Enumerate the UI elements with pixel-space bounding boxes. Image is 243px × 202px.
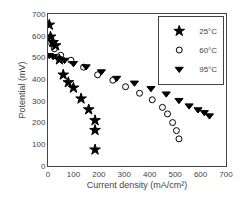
svg-text:200: 200	[92, 170, 106, 179]
svg-text:60°C: 60°C	[199, 46, 217, 55]
svg-text:400: 400	[32, 75, 46, 84]
svg-text:400: 400	[143, 170, 157, 179]
svg-text:700: 700	[219, 170, 233, 179]
svg-text:500: 500	[32, 53, 46, 62]
svg-text:0: 0	[41, 162, 46, 171]
svg-text:25°C: 25°C	[199, 27, 217, 36]
svg-text:Current density (mA/cm²): Current density (mA/cm²)	[87, 180, 188, 190]
svg-text:700: 700	[32, 10, 46, 19]
svg-text:Potential (mV): Potential (mV)	[17, 61, 27, 118]
svg-text:300: 300	[32, 97, 46, 106]
svg-text:100: 100	[67, 170, 81, 179]
svg-text:0: 0	[46, 170, 51, 179]
svg-text:300: 300	[118, 170, 132, 179]
svg-text:600: 600	[32, 32, 46, 41]
svg-text:95°C: 95°C	[199, 65, 217, 74]
svg-text:600: 600	[194, 170, 208, 179]
svg-text:100: 100	[32, 140, 46, 149]
svg-text:200: 200	[32, 118, 46, 127]
svg-text:500: 500	[168, 170, 182, 179]
